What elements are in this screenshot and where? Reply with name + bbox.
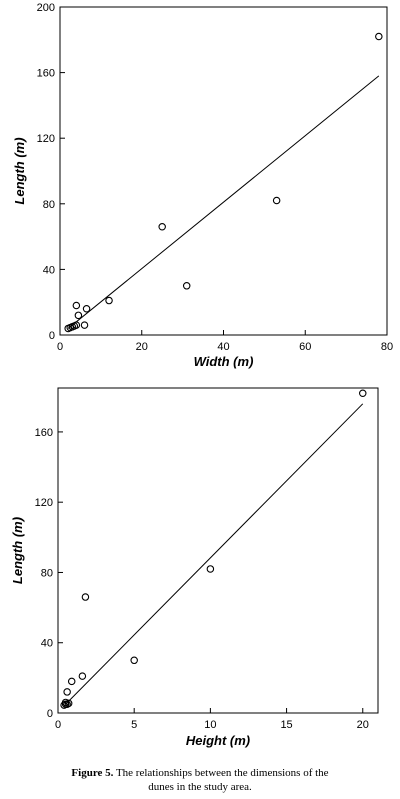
data-point — [375, 32, 383, 41]
data-point — [359, 389, 367, 398]
data-point — [63, 688, 71, 696]
x-tick-label: 20 — [136, 341, 148, 353]
trend-line — [67, 75, 380, 329]
y-axis-title: Length (m) — [12, 137, 27, 204]
y-tick-label: 160 — [37, 68, 55, 80]
plot-frame — [57, 387, 379, 714]
y-tick-label: 0 — [49, 330, 55, 342]
data-point — [72, 301, 81, 310]
x-tick-label: 0 — [57, 341, 63, 353]
caption-text-1: The relationships between the dimensions… — [113, 767, 329, 779]
x-tick-label: 40 — [217, 341, 229, 353]
y-tick-label: 40 — [43, 264, 55, 276]
y-tick-label: 200 — [37, 2, 55, 14]
y-axis-title: Length (m) — [10, 517, 25, 584]
data-point — [64, 699, 73, 708]
plot-frame — [59, 6, 388, 336]
y-tick-label: 40 — [41, 638, 53, 650]
data-point — [61, 700, 70, 708]
y-tick-label: 160 — [35, 427, 53, 439]
data-point — [272, 196, 281, 205]
trend-line — [65, 403, 364, 705]
chart-length-vs-width: 0 20 40 60 80 0 40 80 120 160 200 Width (m) Length (… — [12, 2, 393, 369]
x-tick-label: 5 — [131, 719, 137, 731]
y-tick-label: 120 — [37, 133, 55, 145]
data-point — [74, 311, 83, 320]
data-point — [67, 677, 76, 686]
data-point — [182, 282, 191, 290]
data-point — [130, 656, 138, 665]
y-tick-label: 120 — [35, 497, 53, 509]
chart-length-vs-height: 0 5 10 15 20 0 40 80 120 160 Height (m) Length (m) — [10, 387, 379, 748]
data-point — [64, 324, 72, 333]
data-point — [158, 223, 166, 231]
x-tick-label: 15 — [280, 719, 292, 731]
figure-caption: Figure 5. The relationships between the … — [0, 766, 400, 794]
x-tick-label: 80 — [381, 341, 393, 353]
data-point — [82, 305, 91, 313]
caption-line-1: Figure 5. The relationships between the … — [0, 766, 400, 780]
y-tick-label: 80 — [41, 567, 53, 579]
data-point — [60, 701, 68, 709]
x-axis-title: Height (m) — [186, 733, 250, 748]
data-point — [105, 296, 113, 305]
x-axis-title: Width (m) — [194, 354, 254, 369]
data-point — [80, 321, 89, 329]
x-tick-label: 60 — [299, 341, 311, 353]
y-tick-label: 0 — [47, 708, 53, 720]
x-tick-label: 0 — [55, 719, 61, 731]
x-tick-label: 10 — [204, 719, 216, 731]
caption-text-2: dunes in the study area. — [148, 781, 252, 793]
data-point — [81, 593, 90, 601]
data-point — [206, 565, 215, 573]
x-tick-label: 20 — [357, 719, 369, 731]
data-point — [78, 672, 87, 680]
y-tick-label: 80 — [43, 199, 55, 211]
caption-label: Figure 5. — [71, 767, 114, 779]
